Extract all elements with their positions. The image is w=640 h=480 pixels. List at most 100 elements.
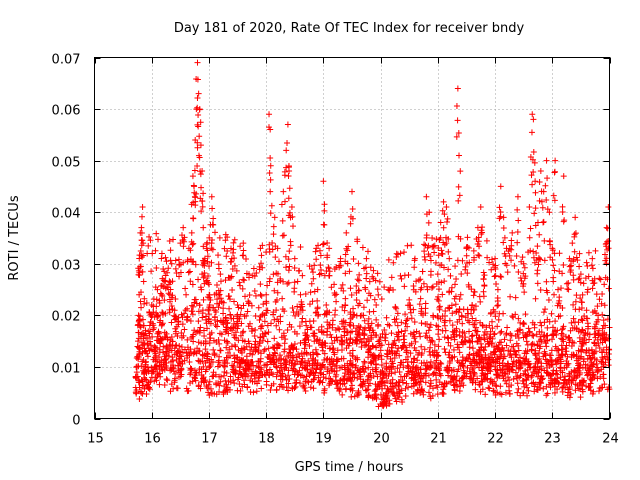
data-point <box>533 250 540 257</box>
data-point <box>413 388 420 395</box>
data-point <box>576 263 583 270</box>
data-point <box>362 264 369 271</box>
data-point <box>193 190 200 197</box>
data-point <box>601 281 608 288</box>
data-point <box>492 255 499 262</box>
data-point <box>434 271 441 278</box>
data-point <box>156 381 163 388</box>
data-point <box>544 289 551 296</box>
data-point <box>242 373 249 380</box>
data-point <box>585 347 592 354</box>
data-point <box>255 343 262 350</box>
data-point <box>435 323 442 330</box>
data-point <box>583 383 590 390</box>
data-point <box>554 359 561 366</box>
data-point <box>189 241 196 248</box>
data-point <box>460 367 467 374</box>
data-point <box>310 385 317 392</box>
data-point <box>349 339 356 346</box>
data-point <box>540 385 547 392</box>
data-point <box>194 76 201 83</box>
data-point <box>186 358 193 365</box>
data-point <box>427 253 434 260</box>
data-point <box>587 355 594 362</box>
x-tick-label: 23 <box>544 432 561 447</box>
data-point <box>197 324 204 331</box>
data-point <box>301 364 308 371</box>
data-point <box>596 296 603 303</box>
data-point <box>200 224 207 231</box>
data-point <box>194 162 201 169</box>
data-point <box>408 315 415 322</box>
data-point <box>365 382 372 389</box>
data-point <box>257 334 264 341</box>
data-point <box>321 350 328 357</box>
data-point <box>173 356 180 363</box>
data-point <box>365 343 372 350</box>
data-point <box>451 387 458 394</box>
data-point <box>373 364 380 371</box>
data-point <box>290 309 297 316</box>
data-point <box>199 314 206 321</box>
data-point <box>585 249 592 256</box>
data-point <box>349 353 356 360</box>
data-point <box>312 346 319 353</box>
data-point <box>439 327 446 334</box>
data-point <box>178 353 185 360</box>
data-point <box>236 279 243 286</box>
data-point <box>200 274 207 281</box>
data-point <box>552 370 559 377</box>
data-point <box>545 371 552 378</box>
data-point <box>605 204 612 211</box>
data-point <box>195 90 202 97</box>
data-point <box>437 372 444 379</box>
data-point <box>295 351 302 358</box>
data-point <box>141 300 148 307</box>
data-point <box>180 243 187 250</box>
data-point <box>504 360 511 367</box>
data-point <box>320 374 327 381</box>
data-point <box>460 373 467 380</box>
data-point <box>271 287 278 294</box>
data-point <box>370 267 377 274</box>
data-point <box>430 371 437 378</box>
data-point <box>334 337 341 344</box>
data-point <box>174 332 181 339</box>
data-point <box>555 286 561 293</box>
data-point <box>274 270 281 277</box>
data-point <box>329 367 336 374</box>
data-point <box>474 337 481 344</box>
data-point <box>417 366 424 373</box>
data-point <box>138 224 145 231</box>
data-point <box>320 178 327 185</box>
data-point <box>338 339 345 346</box>
data-point <box>178 365 185 372</box>
data-point <box>385 373 392 380</box>
data-point <box>295 371 302 378</box>
data-point <box>161 366 168 373</box>
data-point <box>339 281 346 288</box>
data-point <box>457 235 464 242</box>
data-point <box>554 302 561 309</box>
data-point <box>269 240 276 247</box>
data-point <box>603 238 610 245</box>
data-point <box>168 260 175 267</box>
data-point <box>140 371 147 378</box>
data-point <box>508 246 515 253</box>
data-point <box>458 379 465 386</box>
data-point <box>231 341 238 348</box>
data-point <box>567 390 574 397</box>
data-point <box>516 327 523 334</box>
data-point <box>532 178 539 185</box>
data-point <box>195 112 202 119</box>
data-point <box>246 271 252 278</box>
data-point <box>268 369 275 376</box>
data-point <box>167 247 174 254</box>
data-point <box>476 347 483 354</box>
data-point <box>437 262 444 269</box>
data-point <box>589 265 596 272</box>
data-point <box>324 319 331 326</box>
data-point <box>530 332 537 339</box>
data-point <box>348 292 355 299</box>
data-point <box>488 362 495 369</box>
